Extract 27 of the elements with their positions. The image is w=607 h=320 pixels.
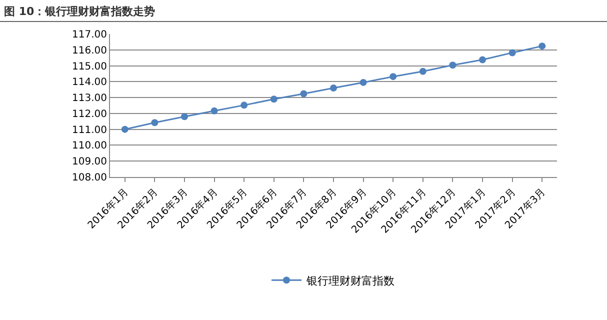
point — [210, 107, 218, 114]
point — [240, 102, 248, 109]
point — [508, 49, 516, 56]
y-tick-label: 111.00 — [72, 124, 107, 136]
point — [330, 84, 337, 92]
point — [300, 90, 308, 98]
chart-title: 图 10：银行理财财富指数走势 — [4, 4, 156, 19]
y-tick-label: 115.00 — [72, 61, 107, 72]
point — [390, 73, 397, 80]
y-tick-label: 110.00 — [72, 140, 107, 152]
point — [360, 78, 367, 86]
y-tick-label: 112.00 — [72, 108, 107, 120]
point — [538, 42, 546, 50]
point — [449, 62, 456, 69]
point — [270, 96, 278, 103]
point — [121, 126, 128, 133]
point — [151, 119, 158, 126]
point — [419, 68, 426, 75]
legend-label: 银行理财财富指数 — [306, 274, 394, 288]
y-tick-label: 114.00 — [72, 77, 107, 88]
y-tick-label: 108.00 — [72, 172, 107, 184]
y-tick-label: 113.00 — [72, 93, 107, 104]
point — [479, 56, 486, 64]
point — [181, 113, 188, 120]
y-tick-label: 116.00 — [72, 45, 107, 56]
y-tick-label: 117.00 — [72, 30, 107, 40]
y-tick-label: 109.00 — [72, 156, 107, 168]
